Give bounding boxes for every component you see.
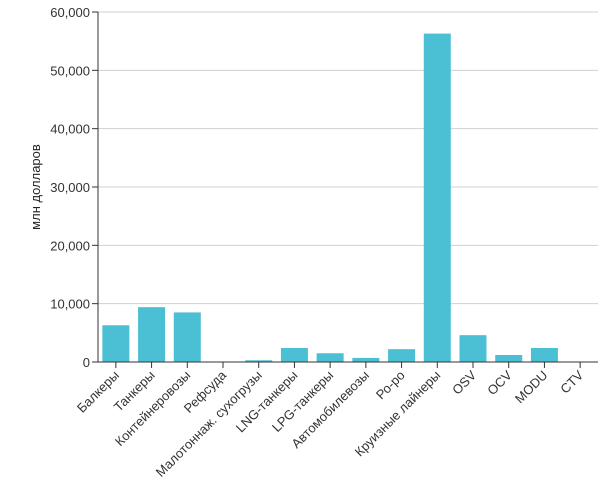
bar [495,355,523,362]
bar [388,349,416,362]
y-tick-label: 30,000 [50,180,90,195]
y-tick-label: 20,000 [50,238,90,253]
bar [102,325,130,362]
bar [423,33,451,362]
bar [530,348,558,362]
x-tick-label: CTV [557,367,586,396]
bar [173,312,201,362]
y-tick-label: 0 [83,355,90,370]
x-axis-ticks: БалкерыТанкерыКонтейнеровозыРефсудаМалот… [74,362,586,480]
y-tick-label: 10,000 [50,297,90,312]
y-tick-label: 60,000 [50,5,90,20]
y-tick-label: 40,000 [50,122,90,137]
x-tick-label: OCV [484,367,515,398]
x-tick-label: OSV [449,367,479,397]
x-tick-label: MODU [512,368,551,407]
bar [280,348,308,362]
bar [245,360,273,362]
y-axis-ticks: 0 10,000 20,000 30,000 40,000 50,000 60,000 [50,5,98,370]
bar [138,307,166,362]
gridlines [98,11,598,305]
bar [316,353,344,362]
y-axis-title: млн долларов [28,144,43,230]
bars [102,33,558,362]
bar [459,335,487,362]
bar [352,357,380,362]
y-tick-label: 50,000 [50,63,90,78]
